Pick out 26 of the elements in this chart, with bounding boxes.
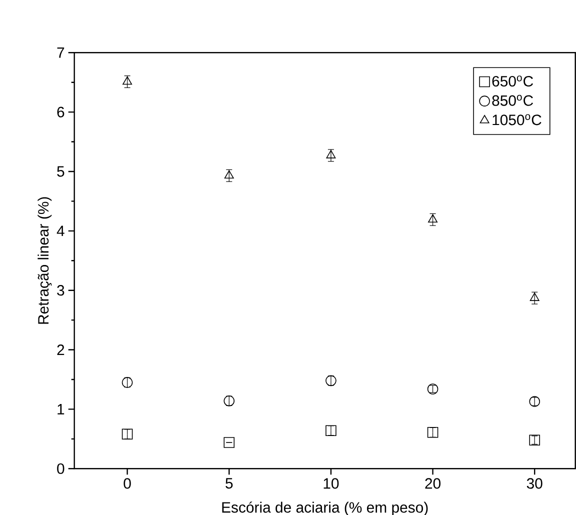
x-tick-label: 10 xyxy=(324,478,339,489)
point xyxy=(224,395,235,406)
y-axis-title: Retração linear (%) xyxy=(38,197,52,324)
legend-label: 1050$^{o}$C xyxy=(492,114,542,126)
point xyxy=(529,434,540,446)
x-tick-label: 20 xyxy=(425,478,440,489)
y-tick-label: 0 xyxy=(57,463,64,474)
point xyxy=(122,76,132,85)
point xyxy=(530,292,540,301)
x-tick-label: 0 xyxy=(124,478,131,489)
legend-label: 650$^{o}$C xyxy=(492,76,534,87)
y-tick-label: 3 xyxy=(57,285,64,296)
legend-label: 850$^{o}$C xyxy=(492,94,534,106)
x-tick-label: 30 xyxy=(526,478,542,489)
y-tick-label: 5 xyxy=(57,166,64,177)
point xyxy=(326,150,336,158)
y-tick-label: 4 xyxy=(56,226,64,236)
y-tick-label: 1 xyxy=(58,404,64,414)
point xyxy=(428,214,438,223)
y-tick-label: 6 xyxy=(57,106,64,118)
y-tick-label: 2 xyxy=(57,344,64,355)
point xyxy=(529,396,540,407)
point xyxy=(224,437,235,448)
point xyxy=(224,170,234,179)
x-tick-label: 5 xyxy=(226,478,233,489)
y-tick-label: 7 xyxy=(57,47,64,58)
